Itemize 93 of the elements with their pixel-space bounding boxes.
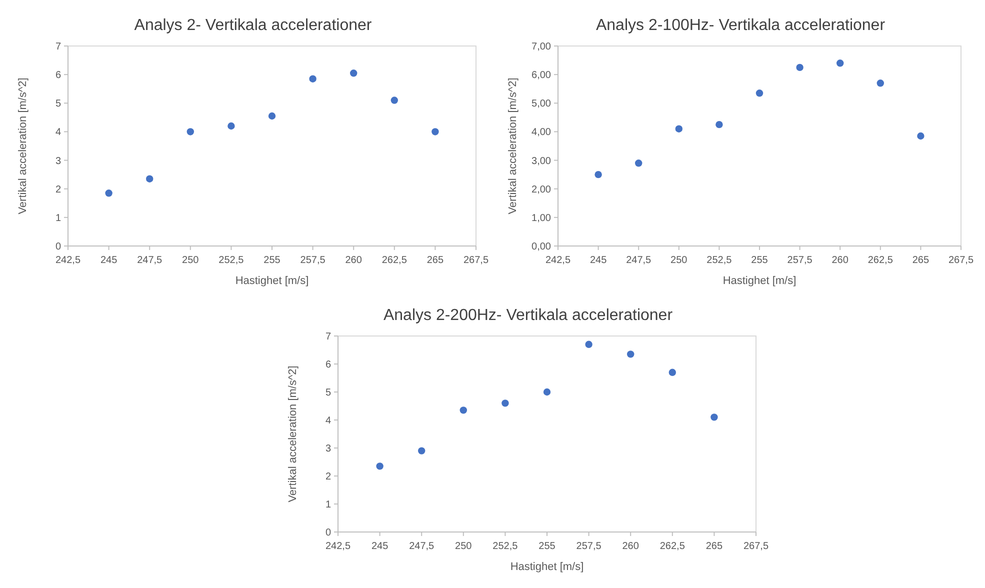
x-tick-label: 257,5	[787, 255, 813, 266]
y-tick-label: 3	[325, 444, 332, 454]
y-tick-label: 5	[55, 98, 62, 110]
y-tick-label: 7	[325, 332, 332, 342]
point	[228, 122, 235, 130]
x-tick-label: 260	[622, 541, 640, 552]
x-tick-label: 255	[538, 541, 556, 552]
point	[594, 170, 602, 178]
y-tick-label: 4	[325, 416, 332, 426]
point	[460, 406, 467, 414]
point	[710, 414, 718, 421]
point	[756, 90, 764, 97]
point	[376, 462, 384, 470]
x-tick-label: 252,5	[706, 255, 732, 266]
chart-title: Analys 2-100Hz- Vertikala accelerationer	[596, 17, 886, 34]
point	[917, 132, 924, 140]
point	[309, 75, 316, 82]
y-tick-label: 1,00	[532, 212, 552, 224]
x-tick-label: 247,5	[409, 541, 435, 552]
y-tick-label: 7,00	[532, 42, 552, 52]
y-tick-label: 5,00	[532, 98, 552, 110]
x-tick-label: 242,5	[325, 541, 351, 552]
point	[668, 368, 676, 376]
point	[876, 80, 884, 87]
point	[836, 60, 844, 67]
x-axis-title: Hastighet [m/s]	[510, 561, 584, 573]
x-tick-label: 255	[264, 255, 281, 266]
x-tick-label: 257,5	[576, 541, 602, 552]
x-tick-label: 262,5	[868, 255, 894, 266]
x-tick-label: 247,5	[626, 255, 652, 266]
y-tick-label: 5	[325, 388, 332, 398]
point	[390, 96, 398, 104]
y-axis-title: Vertikal acceleration [m/s^2]	[507, 78, 519, 214]
y-tick-label: 3	[55, 156, 62, 167]
point	[268, 112, 276, 120]
y-tick-label: 0	[55, 242, 62, 252]
y-axis-title: Vertikal acceleration [m/s^2]	[17, 78, 29, 214]
x-tick-label: 242,5	[55, 255, 81, 266]
x-tick-label: 250	[182, 255, 200, 266]
y-tick-label: 0	[325, 528, 332, 538]
x-tick-label: 245	[100, 255, 118, 266]
x-tick-label: 245	[590, 255, 608, 266]
x-tick-label: 260	[345, 255, 362, 266]
y-tick-label: 7	[55, 42, 62, 52]
point	[635, 160, 642, 167]
x-tick-label: 267,5	[463, 255, 489, 266]
x-tick-label: 257,5	[300, 255, 326, 266]
y-tick-label: 2,00	[532, 184, 552, 196]
x-tick-label: 267,5	[743, 541, 769, 552]
point	[105, 190, 112, 197]
x-tick-label: 255	[751, 255, 768, 266]
point	[432, 128, 439, 136]
chart-title: Analys 2- Vertikala accelerationer	[134, 17, 372, 34]
y-tick-label: 6	[325, 360, 332, 370]
point	[627, 350, 634, 358]
point	[502, 400, 509, 407]
x-tick-label: 242,5	[545, 255, 571, 266]
chart-title: Analys 2-200Hz- Vertikala accelerationer	[383, 307, 674, 324]
point	[418, 447, 426, 454]
x-tick-label: 265	[706, 541, 723, 552]
y-tick-label: 2	[325, 472, 332, 482]
x-tick-label: 252,5	[218, 255, 244, 266]
point	[716, 120, 723, 128]
x-tick-label: 247,5	[137, 255, 163, 266]
x-tick-label: 267,5	[948, 255, 974, 266]
x-tick-label: 260	[832, 255, 849, 266]
y-tick-label: 1	[325, 500, 332, 510]
x-tick-label: 262,5	[660, 541, 686, 552]
y-tick-label: 4,00	[532, 127, 552, 138]
point	[350, 70, 358, 77]
x-tick-label: 252,5	[492, 541, 518, 552]
y-tick-label: 6	[55, 70, 62, 82]
y-tick-label: 1	[55, 212, 62, 224]
x-tick-label: 265	[426, 255, 444, 266]
y-tick-label: 6,00	[532, 70, 552, 82]
x-tick-label: 265	[912, 255, 930, 266]
x-tick-label: 250	[455, 541, 472, 552]
point	[585, 340, 592, 348]
y-tick-label: 2	[55, 184, 62, 196]
point	[675, 125, 682, 132]
y-tick-label: 4	[55, 127, 62, 138]
point	[146, 175, 154, 182]
x-axis-title: Hastighet [m/s]	[235, 275, 309, 287]
x-tick-label: 250	[670, 255, 688, 266]
x-axis-title: Hastighet [m/s]	[722, 275, 796, 287]
point	[796, 64, 804, 72]
y-tick-label: 0,00	[532, 242, 552, 252]
point	[186, 128, 194, 136]
x-tick-label: 245	[371, 541, 389, 552]
y-axis-title: Vertikal acceleration [m/s^2]	[287, 366, 299, 502]
y-tick-label: 3,00	[532, 156, 552, 167]
x-tick-label: 262,5	[382, 255, 408, 266]
point	[543, 388, 551, 396]
